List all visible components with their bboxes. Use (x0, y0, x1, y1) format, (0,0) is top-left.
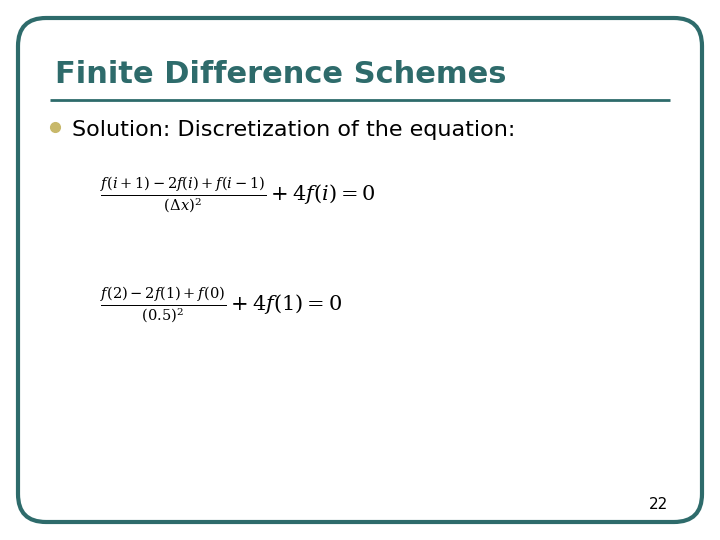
Text: Solution: Discretization of the equation:: Solution: Discretization of the equation… (72, 120, 516, 140)
Text: $\frac{f(i+1)-2f(i)+f(i-1)}{(\Delta x)^{2}}+4f(i)=0$: $\frac{f(i+1)-2f(i)+f(i-1)}{(\Delta x)^{… (100, 175, 376, 214)
Text: $\frac{f(2)-2f(1)+f(0)}{(0.5)^{2}}+4f(1)=0$: $\frac{f(2)-2f(1)+f(0)}{(0.5)^{2}}+4f(1)… (100, 285, 342, 325)
Text: Finite Difference Schemes: Finite Difference Schemes (55, 60, 506, 89)
FancyBboxPatch shape (18, 18, 702, 522)
Text: 22: 22 (649, 497, 668, 512)
